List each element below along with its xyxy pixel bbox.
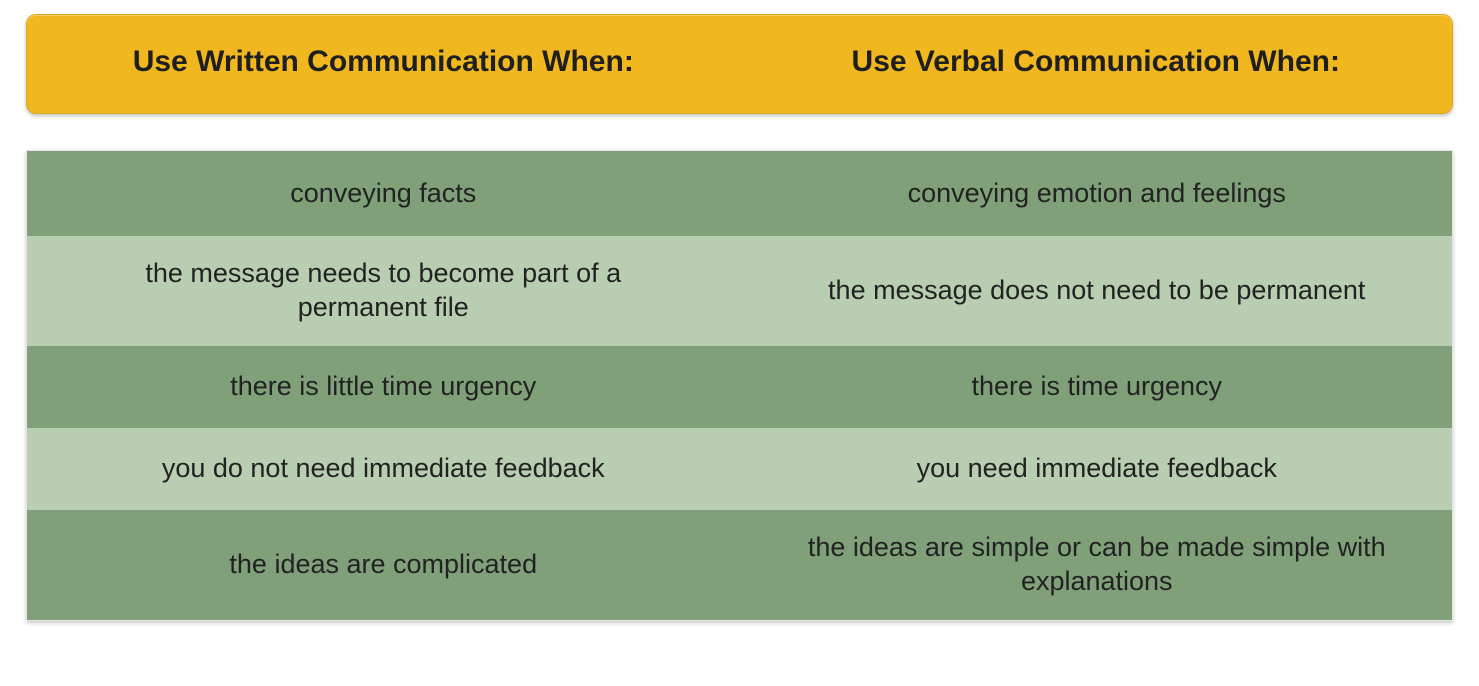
table-row: the ideas are complicated the ideas are … bbox=[27, 510, 1452, 620]
table-row: there is little time urgency there is ti… bbox=[27, 346, 1452, 428]
cell-verbal: conveying emotion and feelings bbox=[740, 151, 1453, 236]
column-header-verbal: Use Verbal Communication When: bbox=[740, 15, 1453, 113]
table-row: you do not need immediate feedback you n… bbox=[27, 428, 1452, 510]
column-header-written: Use Written Communication When: bbox=[27, 15, 740, 113]
cell-written: the message needs to become part of a pe… bbox=[27, 236, 740, 346]
table-row: conveying facts conveying emotion and fe… bbox=[27, 151, 1452, 236]
comparison-table: Use Written Communication When: Use Verb… bbox=[26, 14, 1453, 621]
cell-written: the ideas are complicated bbox=[27, 510, 740, 620]
table-body: conveying facts conveying emotion and fe… bbox=[26, 150, 1453, 621]
cell-written: you do not need immediate feedback bbox=[27, 428, 740, 510]
table-header: Use Written Communication When: Use Verb… bbox=[26, 14, 1453, 114]
cell-verbal: there is time urgency bbox=[740, 346, 1453, 428]
table-row: the message needs to become part of a pe… bbox=[27, 236, 1452, 346]
cell-written: conveying facts bbox=[27, 151, 740, 236]
cell-verbal: the ideas are simple or can be made simp… bbox=[740, 510, 1453, 620]
cell-written: there is little time urgency bbox=[27, 346, 740, 428]
cell-verbal: the message does not need to be permanen… bbox=[740, 236, 1453, 346]
cell-verbal: you need immediate feedback bbox=[740, 428, 1453, 510]
